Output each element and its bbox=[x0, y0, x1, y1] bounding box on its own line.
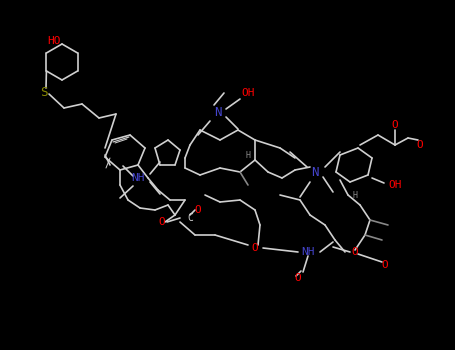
Text: OH: OH bbox=[241, 88, 255, 98]
Text: O: O bbox=[382, 260, 389, 270]
Text: O: O bbox=[159, 217, 165, 227]
Text: H: H bbox=[353, 190, 358, 199]
Text: O: O bbox=[417, 140, 423, 150]
Text: O: O bbox=[392, 120, 399, 130]
Text: HO: HO bbox=[47, 36, 61, 46]
Text: N: N bbox=[311, 166, 319, 178]
Text: H: H bbox=[246, 150, 251, 160]
Text: C: C bbox=[187, 213, 193, 223]
Text: O: O bbox=[352, 247, 359, 257]
Text: NH: NH bbox=[301, 247, 315, 257]
Text: S: S bbox=[40, 85, 48, 98]
Text: O: O bbox=[295, 273, 301, 283]
Text: NH: NH bbox=[131, 173, 145, 183]
Text: O: O bbox=[252, 243, 258, 253]
Text: OH: OH bbox=[388, 180, 402, 190]
Text: N: N bbox=[214, 106, 222, 119]
Text: O: O bbox=[195, 205, 202, 215]
